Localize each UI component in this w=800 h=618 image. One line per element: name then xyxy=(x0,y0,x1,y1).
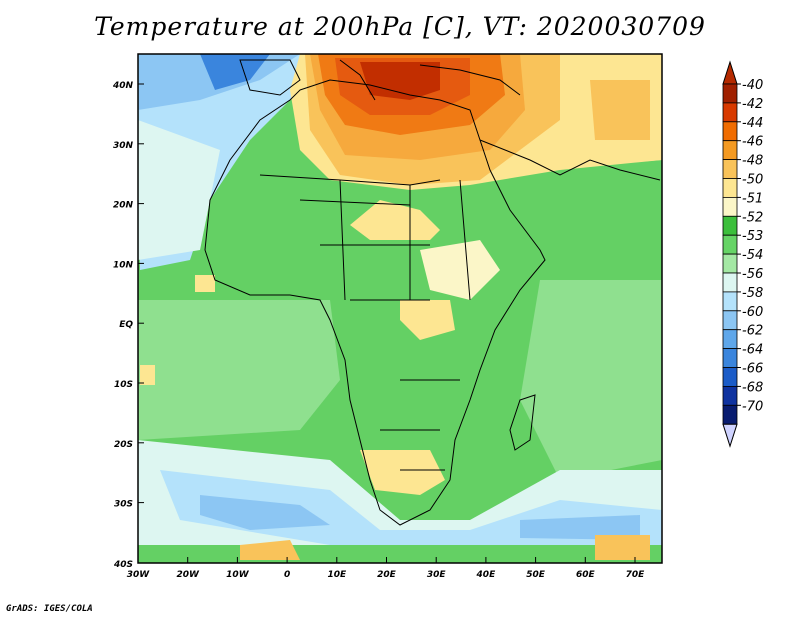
atlantic-cool-region xyxy=(138,120,220,260)
ethiopia-highland-patch xyxy=(420,240,500,300)
lon-label: 30E xyxy=(427,570,447,580)
lon-label: 10E xyxy=(327,570,347,580)
turkey-coastline xyxy=(419,64,521,96)
lat-label: 30S xyxy=(114,500,133,510)
south-atlantic-warm-patch xyxy=(240,540,300,560)
lat-label: 10S xyxy=(114,380,133,390)
longitude-axis: 30W 20W 10W 0 10E 20E 30E 40E 50E 60E 70E xyxy=(127,557,645,580)
tropical-atlantic-region xyxy=(138,300,340,440)
colorbar-over-arrow xyxy=(722,60,738,85)
lat-label: 10N xyxy=(113,260,134,270)
colorbar-label: -62 xyxy=(742,324,763,339)
south-indian-warm-patch xyxy=(595,535,650,560)
southern-africa-warm-patch xyxy=(360,450,445,495)
colorbar-swatch xyxy=(722,253,738,274)
colorbar-label: -52 xyxy=(742,210,763,225)
colorbar-swatch xyxy=(722,367,738,387)
map-frame xyxy=(137,53,663,564)
country-borders-meridional xyxy=(339,179,471,301)
colorbar-label: -48 xyxy=(742,154,763,169)
lon-label: 20E xyxy=(377,570,397,580)
grads-credit: GrADS: IGES/COLA xyxy=(6,604,93,614)
southern-edge-band xyxy=(138,545,662,563)
colorbar-label: -44 xyxy=(742,116,763,131)
colorbar: -40 -42 -44 -46 -48 -50 -51 -52 -53 -54 -56 -58 -60 -… xyxy=(722,60,763,448)
lat-label: 40N xyxy=(112,81,134,91)
latitude-axis: 40N 30N 20N 10N EQ 10S 20S 30S 40S xyxy=(112,81,144,570)
iberia-coastline xyxy=(239,59,301,96)
colorbar-swatch xyxy=(722,215,738,236)
colorbar-swatch xyxy=(722,178,738,198)
colorbar-swatch xyxy=(722,348,738,368)
lon-label: 50E xyxy=(526,570,546,580)
colorbar-label: -42 xyxy=(742,97,763,112)
colorbar-under-arrow xyxy=(722,423,738,448)
congo-highland-patch xyxy=(400,300,455,340)
temperature-field xyxy=(138,54,662,563)
coastlines xyxy=(204,59,661,526)
colorbar-label: -66 xyxy=(742,362,763,377)
colorbar-swatch xyxy=(722,196,738,217)
lat-label: 20S xyxy=(114,440,133,450)
colorbar-swatch xyxy=(722,234,738,255)
colorbar-label: -68 xyxy=(742,380,763,395)
chart-title: Temperature at 200hPa [C], VT: 202003070… xyxy=(94,12,706,41)
madagascar-coastline xyxy=(509,394,536,451)
arabia-coastline xyxy=(479,139,661,181)
lon-label: 60E xyxy=(576,570,596,580)
colorbar-swatch xyxy=(722,272,738,293)
italy-coastline xyxy=(339,59,376,101)
colorbar-swatch xyxy=(722,310,738,331)
colorbar-swatch xyxy=(722,159,738,179)
colorbar-swatch xyxy=(722,404,738,425)
lat-label: 30N xyxy=(113,141,134,151)
lon-label: 0 xyxy=(284,570,290,580)
southern-colder-patch-east xyxy=(520,515,640,540)
southern-colder-patch xyxy=(200,495,330,530)
colorbar-label: -56 xyxy=(742,267,763,282)
africa-coastline xyxy=(204,79,546,526)
colorbar-label: -51 xyxy=(742,191,763,206)
guinea-warm-patch xyxy=(195,275,215,292)
colorbar-label: -53 xyxy=(742,229,763,244)
indian-ocean-region xyxy=(520,280,662,480)
colorbar-swatch xyxy=(722,121,738,142)
colorbar-swatch xyxy=(722,102,738,123)
lat-label: EQ xyxy=(119,320,133,330)
colorbar-swatch xyxy=(722,291,738,312)
country-borders xyxy=(259,174,460,471)
atlantic-coldest-patch xyxy=(200,54,270,90)
colorbar-swatch xyxy=(722,329,738,350)
west-atlantic-warm-patch xyxy=(140,365,155,385)
lon-label: 10W xyxy=(226,570,250,580)
aegean-core-region xyxy=(360,62,440,100)
colorbar-label: -58 xyxy=(742,286,763,301)
colorbar-label: -70 xyxy=(742,399,763,414)
colorbar-swatch xyxy=(722,140,738,160)
asia-warm-region xyxy=(590,80,650,140)
colorbar-label: -46 xyxy=(742,135,763,150)
colorbar-label: -50 xyxy=(742,173,763,188)
lon-label: 20W xyxy=(176,570,200,580)
sahel-mild-patch xyxy=(350,200,440,240)
lat-label: 20N xyxy=(113,201,134,211)
colorbar-label: -60 xyxy=(742,305,763,320)
colorbar-label: -64 xyxy=(742,343,763,358)
lon-label: 40E xyxy=(476,570,497,580)
lat-label: 40S xyxy=(113,560,133,570)
colorbar-swatch xyxy=(722,385,738,406)
lon-label: 30W xyxy=(127,570,151,580)
lon-label: 70E xyxy=(626,570,646,580)
colorbar-label: -54 xyxy=(742,248,763,263)
colorbar-label: -40 xyxy=(742,78,763,93)
colorbar-swatch xyxy=(722,83,738,104)
